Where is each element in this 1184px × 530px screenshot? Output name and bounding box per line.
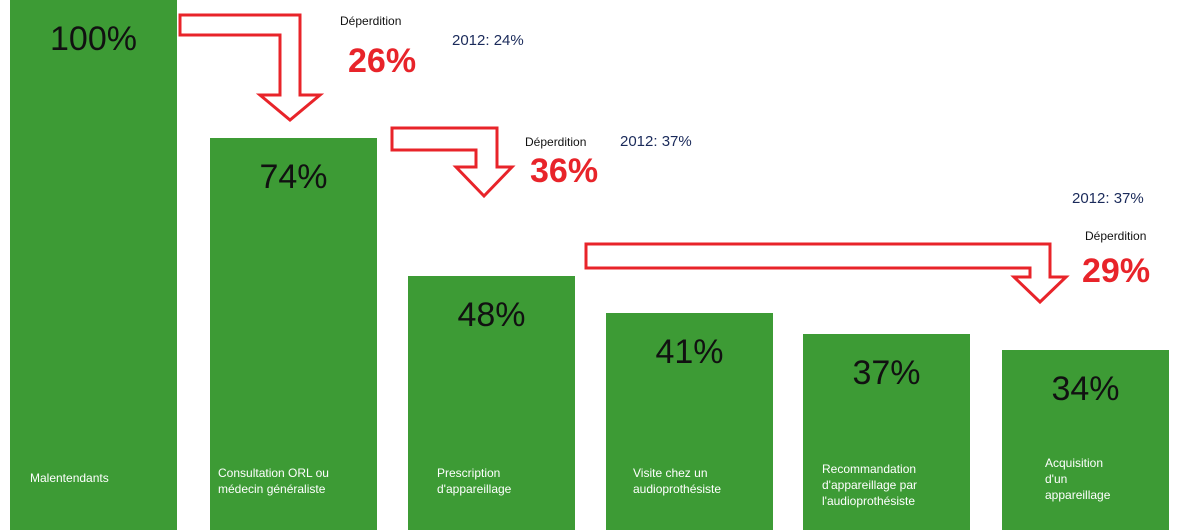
bar bbox=[10, 0, 177, 530]
loss-value: 29% bbox=[1082, 252, 1151, 290]
category-label: Recommandation d'appareillage par l'audi… bbox=[822, 462, 918, 508]
bar bbox=[1002, 349, 1169, 530]
previous-year: 2012: 24% bbox=[452, 32, 524, 49]
value-label: 41% bbox=[655, 332, 724, 371]
value-label: 74% bbox=[259, 157, 328, 196]
bar bbox=[408, 275, 575, 530]
category-label: Malentendants bbox=[30, 471, 109, 485]
category-label: Consultation ORL ou médecin généraliste bbox=[218, 466, 329, 496]
value-label: 37% bbox=[852, 353, 921, 392]
value-label: 48% bbox=[457, 295, 526, 334]
value-label: 34% bbox=[1051, 369, 1120, 408]
loss-arrow bbox=[390, 126, 516, 199]
loss-label: Déperdition bbox=[525, 135, 587, 149]
category-label: Prescription d'appareillage bbox=[437, 466, 512, 496]
loss-arrow bbox=[584, 242, 1070, 305]
category-label: Acquisition d'un appareillage bbox=[1045, 456, 1111, 502]
bar bbox=[803, 333, 970, 530]
loss-value: 26% bbox=[348, 42, 417, 80]
previous-year: 2012: 37% bbox=[1072, 190, 1144, 207]
bar bbox=[606, 312, 773, 530]
bar bbox=[210, 137, 377, 530]
loss-value: 36% bbox=[530, 152, 599, 190]
loss-label: Déperdition bbox=[340, 14, 402, 28]
loss-arrow bbox=[178, 13, 325, 122]
category-label: Visite chez un audioprothésiste bbox=[633, 466, 722, 496]
previous-year: 2012: 37% bbox=[620, 133, 692, 150]
loss-label: Déperdition bbox=[1085, 229, 1147, 243]
value-label: 100% bbox=[50, 20, 137, 58]
